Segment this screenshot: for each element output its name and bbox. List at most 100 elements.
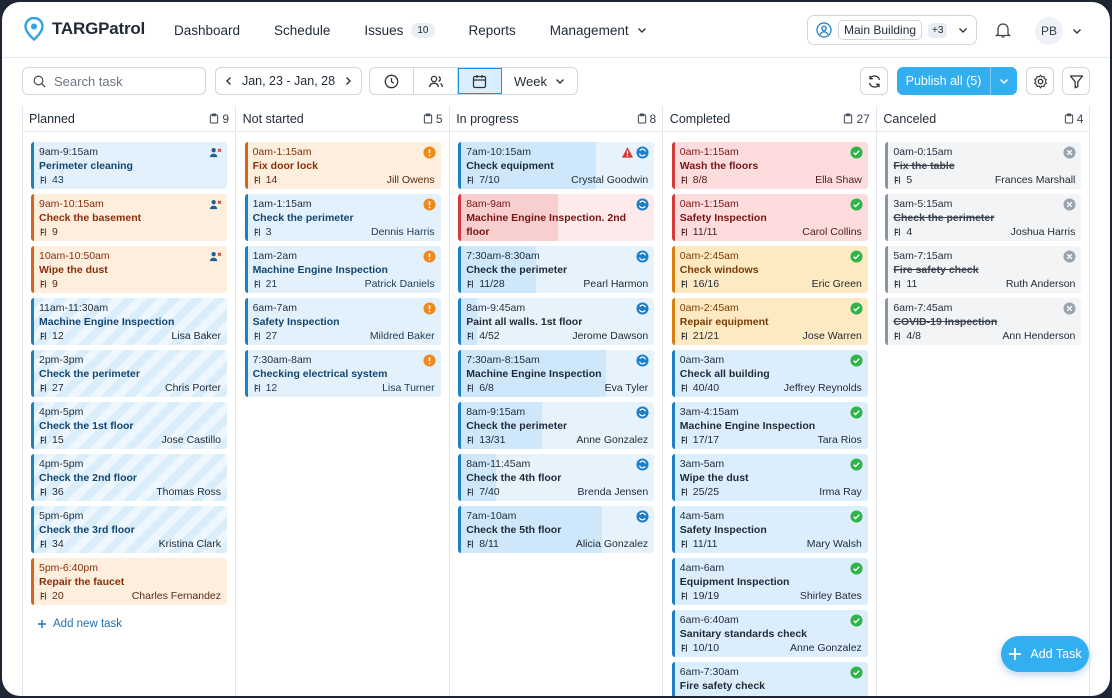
task-time: 0am-1:15am [679,198,739,210]
task-card[interactable]: 8am-9:15am Check the perimeter 13/31 Anne G… [458,402,655,449]
task-card[interactable]: 7am-10am Check the 5th floor 8/11 Alicia Go… [458,506,655,553]
task-time: 5pm-6:40pm [39,562,98,574]
task-card[interactable]: 0am-1:15am Fix door lock 14 Jill Owens [244,142,441,189]
task-card[interactable]: 0am-3am Check all building 40/40 Jeffrey Re… [671,350,868,397]
publish-options-button[interactable] [990,67,1017,95]
filter-button[interactable] [1062,67,1090,95]
task-card[interactable]: 6am-7:45am COVID-19 Inspection 4/8 Ann Hend… [885,298,1082,345]
task-card[interactable]: 6am-6:40am Sanitary standards check 10/10 A… [671,610,868,657]
task-card[interactable]: 0am-1:15am Wash the floors 8/8 Ella Shaw [671,142,868,189]
task-card[interactable]: 1am-1:15am Check the perimeter 3 Dennis Har… [244,194,441,241]
search-box[interactable] [22,67,206,95]
task-time: 7am-10am [466,510,517,522]
nav-management[interactable]: Management [550,23,647,38]
task-checklist-count: 8/8 [692,174,708,186]
task-card[interactable]: 7:30am-8am Checking electrical system 12 Li… [244,350,441,397]
task-footer: 4/52 Jerome Dawson [466,329,648,343]
task-footer: 13/31 Anne Gonzalez [466,433,648,447]
task-checklist-count: 27 [52,382,64,394]
card-list: 0am-1:15am Fix door lock 14 Jill Owens 1am-1… [237,132,449,397]
chevron-left-icon[interactable] [224,76,234,86]
task-card[interactable]: 9am-9:15am Perimeter cleaning 43 [31,142,227,189]
column-header: Canceled 4 [877,106,1090,132]
task-assignee: Thomas Ross [156,486,221,498]
avatar[interactable]: PB [1035,17,1063,45]
nav-schedule[interactable]: Schedule [274,23,330,38]
nav-reports[interactable]: Reports [469,23,516,38]
task-footer: 8/11 Alicia Gonzalez [466,537,648,551]
view-calendar-button[interactable] [458,68,502,94]
task-time: 0am-0:15am [893,146,953,158]
task-card[interactable]: 0am-2:45am Repair equipment 21/21 Jose Warr… [671,298,868,345]
nav-issues[interactable]: Issues 10 [364,22,435,38]
task-title: COVID-19 Inspection [893,316,998,328]
task-assignee: Chris Porter [164,382,221,394]
checklist-icon [40,332,46,340]
gear-icon [1033,73,1047,89]
task-card[interactable]: 4am-6am Equipment Inspection 19/19 Shirley … [671,558,868,605]
chevron-down-icon[interactable] [1072,26,1082,36]
add-new-task-link[interactable]: Add new task [31,610,227,638]
task-footer: 11/28 Pearl Harmon [466,277,648,291]
task-card[interactable]: 7am-10:15am Check equipment 7/10 Crystal Go… [458,142,655,189]
publish-all-button[interactable]: Publish all (5) [897,67,1017,95]
chevron-right-icon[interactable] [343,76,353,86]
task-footer: 43 [39,173,221,187]
building-name: Main Building [838,20,923,40]
task-card[interactable]: 3am-4:15am Machine Engine Inspection 17/17… [671,402,868,449]
task-card[interactable]: 9am-10:15am Check the basement 9 [31,194,227,241]
task-card[interactable]: 11am-11:30am Machine Engine Inspection 12 L… [31,298,227,345]
task-card[interactable]: 1am-2am Machine Engine Inspection 21 Patric… [244,246,441,293]
task-time: 6am-7:45am [893,302,953,314]
task-card[interactable]: 4pm-5pm Check the 2nd floor 36 Thomas Ross [31,454,227,501]
checklist-icon [467,540,474,548]
progress-fill [461,454,496,501]
task-card[interactable]: 2pm-3pm Check the perimeter 27 Chris Porter [31,350,227,397]
task-card[interactable]: 8am-9am Machine Engine Inspection. 2nd fl… [458,194,655,241]
check-circle-icon [850,614,863,627]
in-progress-sync-icon [636,510,649,523]
task-card[interactable]: 3am-5:15am Check the perimeter 4 Joshua Har… [885,194,1082,241]
search-input[interactable] [54,73,194,89]
nav-dashboard[interactable]: Dashboard [174,23,240,38]
building-selector[interactable]: Main Building +3 [807,15,977,45]
period-select[interactable]: Week [502,68,577,94]
task-card[interactable]: 4pm-5pm Check the 1st floor 15 Jose Castill… [31,402,227,449]
task-assignee: Shirley Bates [799,590,862,602]
date-range-label[interactable]: Jan, 23 - Jan, 28 [241,74,336,88]
task-card[interactable]: 7:30am-8:15am Machine Engine Inspection 6/… [458,350,655,397]
task-card[interactable]: 3am-5am Wipe the dust 25/25 Irma Ray [671,454,868,501]
task-checklist-count: 20 [52,590,64,602]
logo[interactable]: TARGPatrol [24,17,145,41]
view-time-button[interactable] [370,68,414,94]
task-checklist-count: 8/11 [479,538,499,550]
task-checklist-count: 43 [52,174,64,186]
task-card[interactable]: 6am-7am Safety Inspection 27 Mildred Baker [244,298,441,345]
task-card[interactable]: 8am-11:45am Check the 4th floor 7/40 Brenda… [458,454,655,501]
task-card[interactable]: 10am-10:50am Wipe the dust 9 [31,246,227,293]
task-assignee: Ann Henderson [1002,330,1076,342]
task-title: Machine Engine Inspection. 2nd floor [466,212,627,238]
task-card[interactable]: 8am-9:45am Paint all walls. 1st floor 4/52… [458,298,655,345]
task-card[interactable]: 5pm-6:40pm Repair the faucet 20 Charles Fer… [31,558,227,605]
task-card[interactable]: 7:30am-8:30am Check the perimeter 11/28 Pea… [458,246,655,293]
in-progress-sync-icon [636,146,649,159]
progress-fill [461,506,603,553]
task-card[interactable]: 0am-2:45am Check windows 16/16 Eric Green [671,246,868,293]
task-card[interactable]: 6am-7:30am Fire safety check [671,662,868,696]
task-card[interactable]: 5pm-6pm Check the 3rd floor 34 Kristina Cla… [31,506,227,553]
task-title: Check the 1st floor [39,420,134,432]
task-card[interactable]: 4am-5am Safety Inspection 11/11 Mary Walsh [671,506,868,553]
view-people-button[interactable] [414,68,458,94]
settings-button[interactable] [1026,67,1054,95]
task-card[interactable]: 0am-0:15am Fix the table 5 Frances Marshall [885,142,1082,189]
refresh-button[interactable] [860,67,888,95]
task-card[interactable]: 5am-7:15am Fire safety check 11 Ruth Anders… [885,246,1082,293]
task-checklist-count: 7/10 [479,174,500,186]
bell-icon[interactable] [994,21,1012,39]
task-card[interactable]: 0am-1:15am Safety Inspection 11/11 Carol Co… [671,194,868,241]
checklist-icon [40,488,46,496]
chevron-down-icon [637,28,646,33]
add-task-button[interactable]: Add Task [1001,636,1089,672]
task-time: 0am-2:45am [679,302,739,314]
